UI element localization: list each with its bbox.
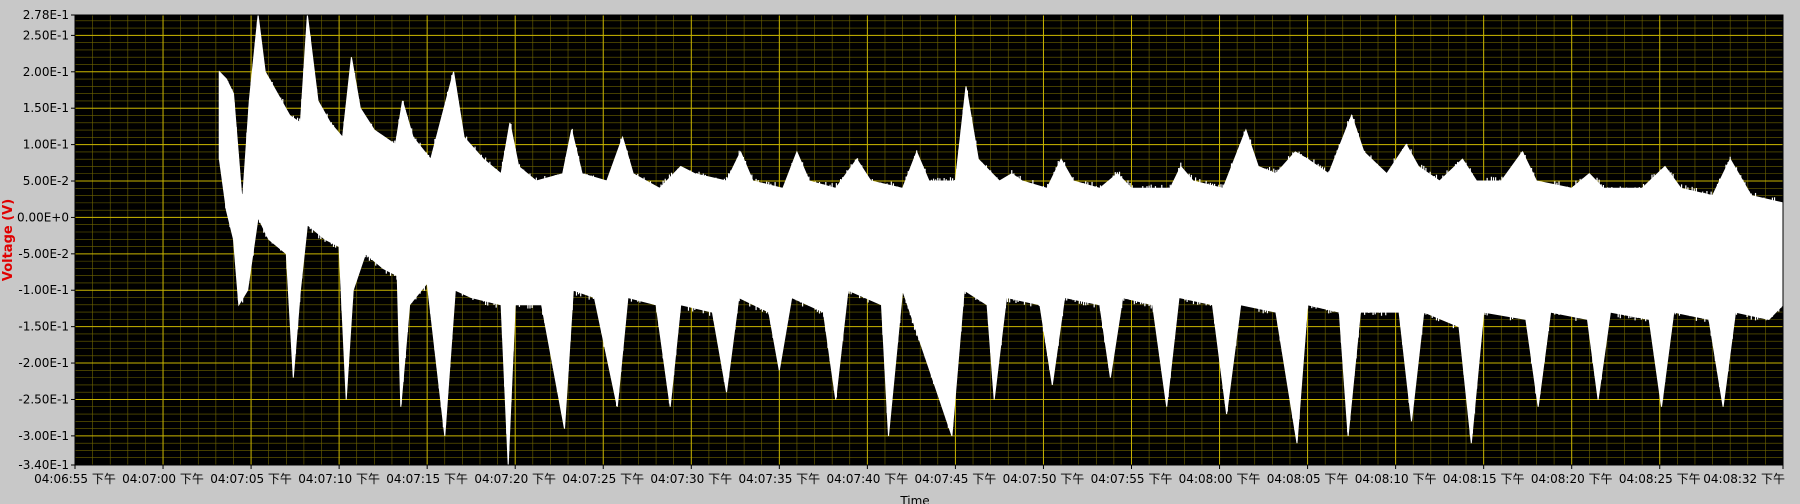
x-tick-label: 04:08:15 下午 [1443, 472, 1525, 486]
y-tick-label: 2.78E-1 [23, 8, 69, 22]
x-tick-label: 04:08:25 下午 [1619, 472, 1701, 486]
x-tick-label: 04:07:15 下午 [386, 472, 468, 486]
x-tick-label: 04:07:05 下午 [210, 472, 292, 486]
x-tick-label: 04:07:50 下午 [1003, 472, 1085, 486]
x-tick-label: 04:07:20 下午 [474, 472, 556, 486]
x-tick-label: 04:08:00 下午 [1179, 472, 1261, 486]
x-tick-label: 04:08:20 下午 [1531, 472, 1613, 486]
y-tick-label: -1.00E-1 [18, 283, 69, 297]
x-tick-label: 04:07:25 下午 [562, 472, 644, 486]
y-tick-label: -3.00E-1 [18, 429, 69, 443]
y-tick-label: 2.00E-1 [23, 65, 69, 79]
x-tick-label: 04:07:35 下午 [738, 472, 820, 486]
y-tick-label: -1.50E-1 [18, 320, 69, 334]
x-axis-label: Time [899, 494, 929, 504]
x-axis: 04:06:55 下午 04:07:00 下午 04:07:05 下午 04:07:1… [34, 465, 1785, 486]
x-tick-label: 04:08:32 下午 [1703, 472, 1785, 486]
y-tick-label: -2.00E-1 [18, 356, 69, 370]
x-tick-label: 04:07:30 下午 [650, 472, 732, 486]
x-tick-label: 04:07:55 下午 [1091, 472, 1173, 486]
x-tick-label: 04:06:55 下午 [34, 472, 116, 486]
y-tick-label: 2.50E-1 [23, 28, 69, 42]
x-tick-label: 04:07:10 下午 [298, 472, 380, 486]
x-tick-label: 04:07:40 下午 [827, 472, 909, 486]
x-tick-label: 04:07:00 下午 [122, 472, 204, 486]
y-tick-label: -2.50E-1 [18, 392, 69, 406]
y-axis-label: Voltage (V) [1, 199, 16, 281]
y-tick-label: 0.00E+0 [17, 210, 69, 224]
y-tick-label: -3.40E-1 [18, 458, 69, 472]
y-axis: 2.78E-1 2.50E-1 2.00E-1 1.50E-1 1.00E-1 5.00E… [17, 8, 75, 472]
x-tick-label: 04:07:45 下午 [915, 472, 997, 486]
y-tick-label: 1.50E-1 [23, 101, 69, 115]
y-tick-label: 5.00E-2 [23, 174, 69, 188]
y-tick-label: 1.00E-1 [23, 138, 69, 152]
x-tick-label: 04:08:05 下午 [1267, 472, 1349, 486]
y-tick-label: -5.00E-2 [18, 247, 69, 261]
x-tick-label: 04:08:10 下午 [1355, 472, 1437, 486]
voltage-trace [74, 14, 1784, 466]
plot-border [74, 14, 1784, 466]
